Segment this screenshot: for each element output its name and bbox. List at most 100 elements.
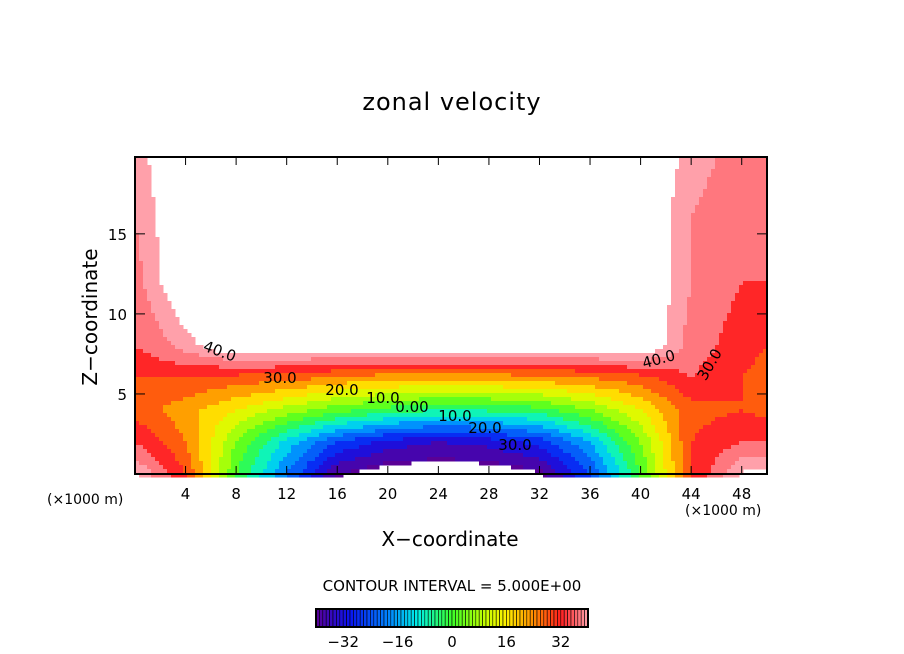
contour-cell xyxy=(443,393,448,398)
contour-cell xyxy=(675,353,680,358)
contour-cell xyxy=(207,457,212,462)
contour-cell xyxy=(303,445,308,450)
contour-cell xyxy=(515,373,520,378)
contour-cell xyxy=(659,437,664,442)
contour-cell xyxy=(687,281,692,286)
contour-cell xyxy=(163,389,168,394)
contour-cell xyxy=(423,389,428,394)
contour-cell xyxy=(447,441,452,446)
contour-cell xyxy=(515,381,520,386)
contour-cell xyxy=(303,365,308,370)
contour-cell xyxy=(403,453,408,458)
contour-cell xyxy=(191,405,196,410)
contour-cell xyxy=(139,341,144,346)
contour-cell xyxy=(143,253,148,258)
contour-cell xyxy=(503,405,508,410)
contour-cell xyxy=(139,381,144,386)
contour-cell xyxy=(307,369,312,374)
contour-cell xyxy=(687,469,692,474)
contour-cell xyxy=(283,413,288,418)
contour-cell xyxy=(223,433,228,438)
contour-cell xyxy=(631,473,636,478)
contour-cell xyxy=(583,397,588,402)
contour-cell xyxy=(699,293,704,298)
contour-cell xyxy=(163,305,168,310)
contour-cell xyxy=(655,349,660,354)
contour-cell xyxy=(627,453,632,458)
contour-cell xyxy=(667,321,672,326)
contour-cell xyxy=(271,361,276,366)
contour-cell xyxy=(199,425,204,430)
contour-cell xyxy=(395,393,400,398)
contour-cell xyxy=(255,441,260,446)
contour-cell xyxy=(479,377,484,382)
contour-cell xyxy=(143,409,148,414)
contour-cell xyxy=(467,445,472,450)
contour-cell xyxy=(583,361,588,366)
contour-cell xyxy=(647,469,652,474)
contour-cell xyxy=(375,357,380,362)
contour-cell xyxy=(559,385,564,390)
contour-cell xyxy=(687,341,692,346)
contour-cell xyxy=(291,429,296,434)
contour-cell xyxy=(695,373,700,378)
contour-cell xyxy=(639,361,644,366)
contour-cell xyxy=(367,357,372,362)
contour-cell xyxy=(635,437,640,442)
contour-cell xyxy=(495,385,500,390)
contour-cell xyxy=(691,293,696,298)
contour-cell xyxy=(503,385,508,390)
contour-cell xyxy=(399,409,404,414)
contour-cell xyxy=(375,421,380,426)
contour-cell xyxy=(695,225,700,230)
contour-cell xyxy=(171,329,176,334)
contour-cell xyxy=(531,369,536,374)
contour-cell xyxy=(247,353,252,358)
contour-cell xyxy=(183,457,188,462)
contour-cell xyxy=(191,353,196,358)
contour-cell xyxy=(535,441,540,446)
contour-cell xyxy=(227,473,232,478)
contour-cell xyxy=(491,353,496,358)
contour-cell xyxy=(155,289,160,294)
contour-cell xyxy=(147,249,152,254)
contour-cell xyxy=(303,449,308,454)
contour-cell xyxy=(671,445,676,450)
contour-cell xyxy=(519,377,524,382)
contour-cell xyxy=(155,389,160,394)
contour-cell xyxy=(203,353,208,358)
contour-cell xyxy=(691,165,696,170)
contour-cell xyxy=(411,457,416,462)
contour-cell xyxy=(507,365,512,370)
contour-cell xyxy=(327,433,332,438)
contour-cell xyxy=(631,425,636,430)
contour-cell xyxy=(615,365,620,370)
contour-cell xyxy=(147,385,152,390)
contour-cell xyxy=(647,365,652,370)
contour-cell xyxy=(643,365,648,370)
contour-cell xyxy=(451,421,456,426)
contour-cell xyxy=(691,333,696,338)
contour-cell xyxy=(175,433,180,438)
contour-cell xyxy=(319,441,324,446)
contour-cell xyxy=(223,457,228,462)
contour-cell xyxy=(563,357,568,362)
contour-cell xyxy=(527,417,532,422)
contour-cell xyxy=(447,445,452,450)
contour-cell xyxy=(171,357,176,362)
contour-cell xyxy=(571,417,576,422)
contour-cell xyxy=(331,457,336,462)
contour-cell xyxy=(591,357,596,362)
contour-cell xyxy=(663,373,668,378)
contour-cell xyxy=(583,433,588,438)
contour-cell xyxy=(263,365,268,370)
contour-cell xyxy=(647,381,652,386)
contour-cell xyxy=(147,309,152,314)
contour-cell xyxy=(575,429,580,434)
contour-cell xyxy=(611,353,616,358)
contour-cell xyxy=(623,441,628,446)
contour-cell xyxy=(679,397,684,402)
contour-cell xyxy=(151,321,156,326)
contour-cell xyxy=(699,401,704,406)
contour-cell xyxy=(431,369,436,374)
